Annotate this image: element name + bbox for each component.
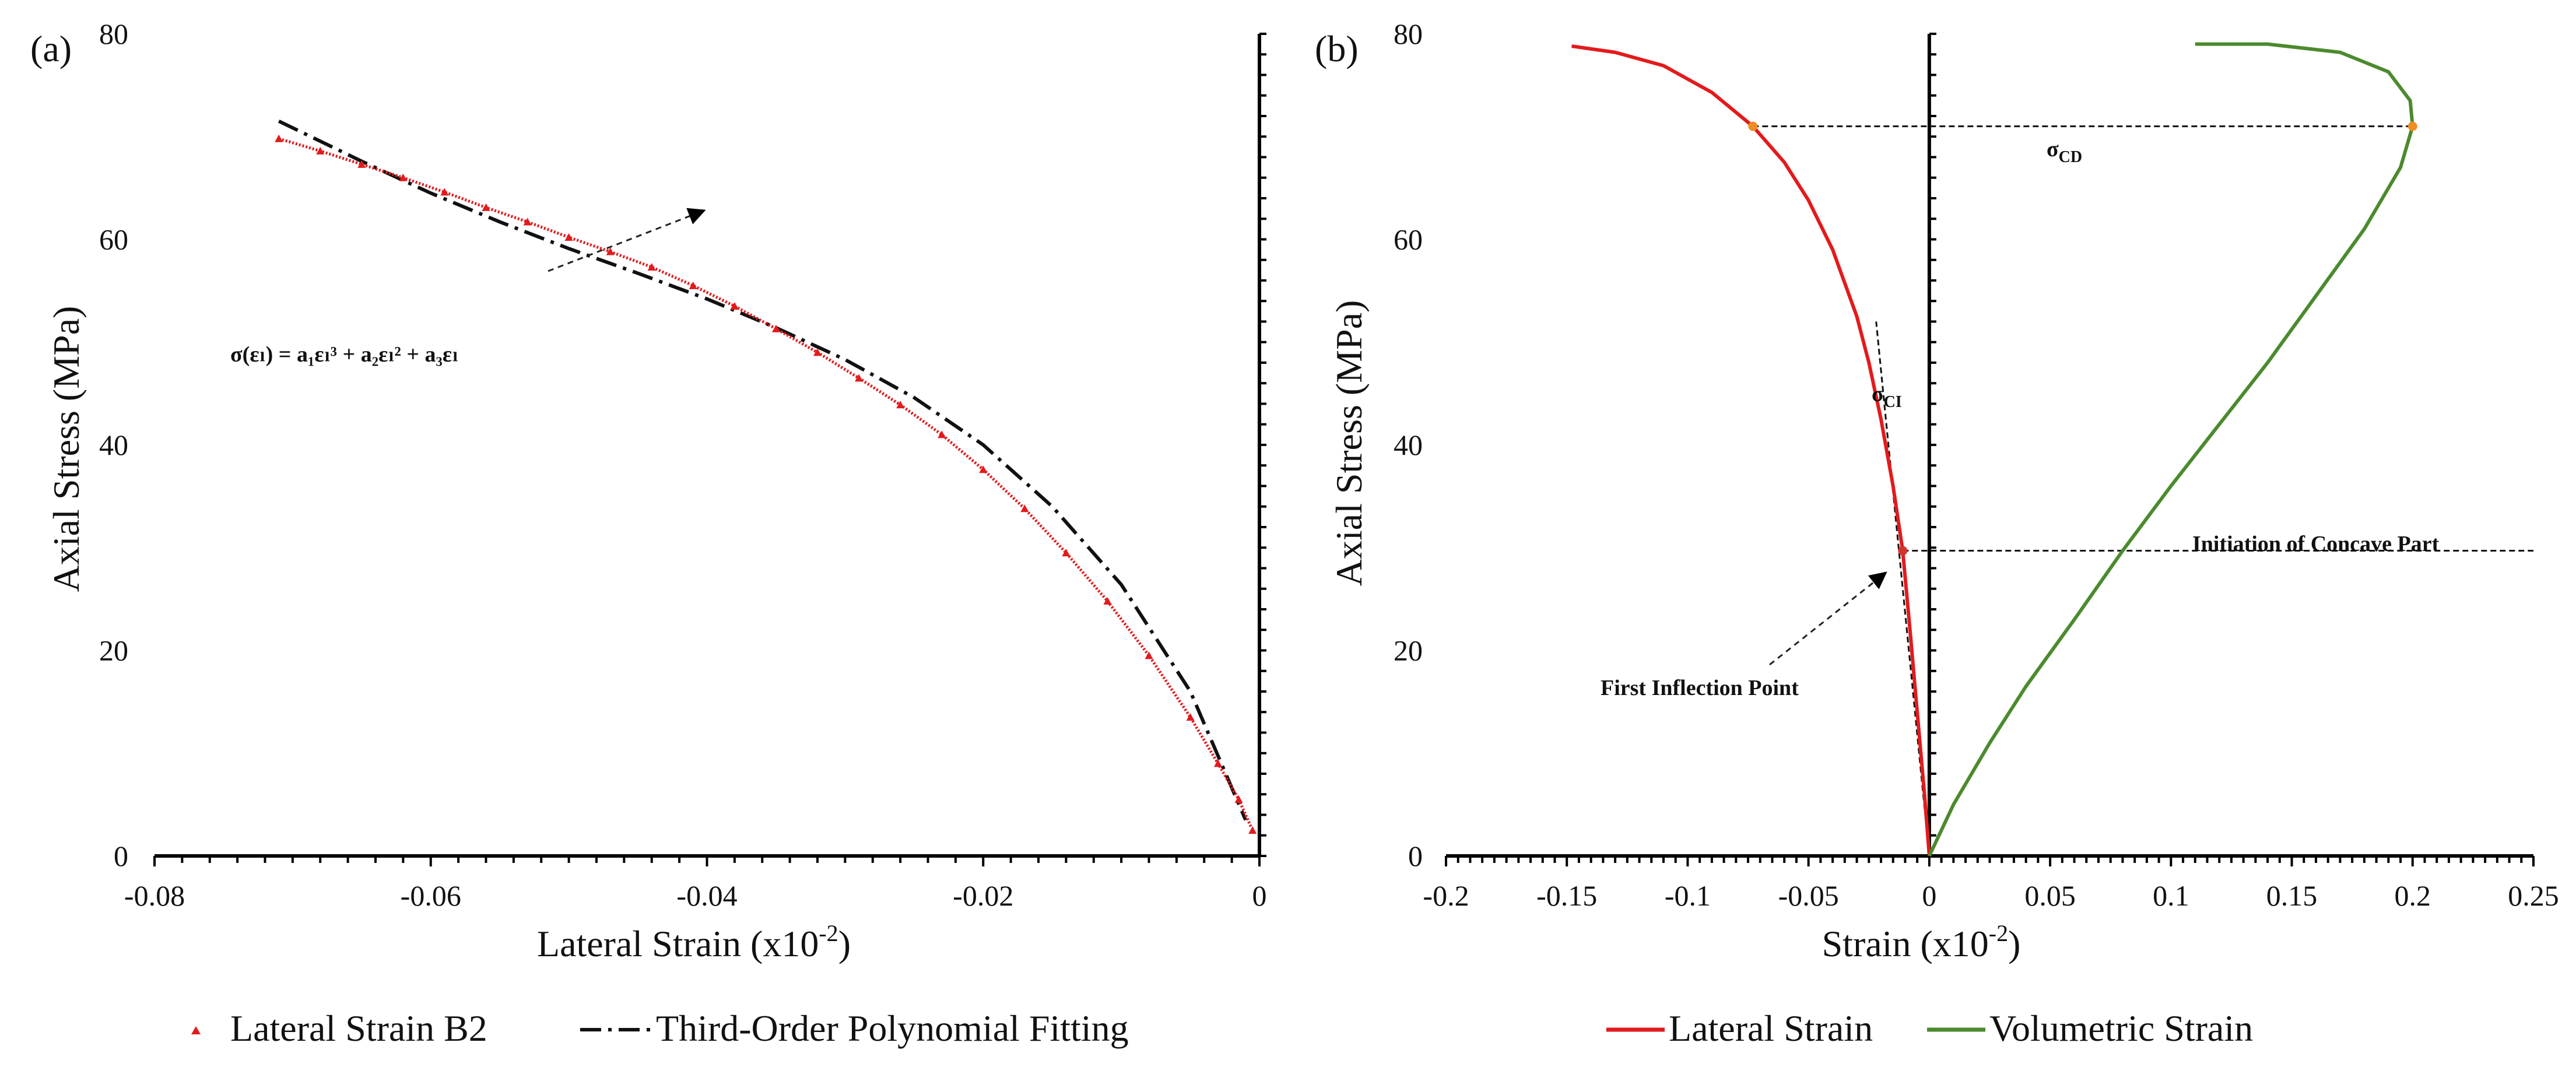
lateral-strain-b2-point [440, 188, 449, 196]
lateral-strain-b2-point [1020, 504, 1029, 513]
lateral-strain-b2-point [1062, 549, 1071, 557]
y-tick-label: 40 [99, 429, 128, 461]
y-tick-label: 40 [1394, 429, 1423, 461]
panel-a-ticks: -0.08 -0.06 -0.04 -0.02 0 0 20 40 60 80 [99, 17, 1267, 912]
lateral-strain-b2-point [316, 146, 325, 155]
panel-a-label: (a) [30, 28, 72, 69]
x-tick-label: -0.08 [124, 879, 185, 912]
x-tick-label: 0.2 [2395, 879, 2431, 912]
lateral-strain-b2-point [1145, 651, 1153, 659]
lateral-strain-b2-point [1248, 826, 1257, 834]
panel-b-key-points [1748, 121, 2417, 556]
lateral-strain-b2-point [855, 374, 864, 382]
panel-a-legend: Lateral Strain B2 Third-Order Polynomial… [191, 1008, 1129, 1049]
inflection-label: First Inflection Point [1601, 676, 1799, 700]
lateral-strain-b2-point [482, 203, 490, 211]
panel-a-x-axis-title: Lateral Strain (x10-2) [537, 920, 851, 964]
panel-b-y-axis-title: Axial Stress (MPa) [1328, 300, 1370, 587]
panel-b-legend: Lateral Strain Volumetric Strain [1606, 1008, 2253, 1049]
sigma-cd-label: σCD [2047, 137, 2082, 166]
key-point-marker [1748, 121, 1758, 131]
lateral-strain-b2-point [647, 263, 656, 271]
panel-a-series [275, 120, 1257, 834]
y-tick-label: 80 [99, 17, 128, 50]
panel-b-ticks: -0.2 -0.15 -0.1 -0.05 0 0.05 0.1 0.15 0.2 0.25 0 20… [1394, 17, 2559, 912]
equation-arrow [548, 208, 706, 272]
y-tick-label: 60 [1394, 223, 1423, 256]
lateral-strain-b2-point [399, 173, 408, 181]
concave-part-label: Initiation of Concave Part [2192, 532, 2440, 556]
y-tick-label: 0 [114, 840, 128, 872]
lateral-strain-b2-trace [278, 137, 1253, 828]
polynomial-fit-line [278, 120, 1248, 821]
x-tick-label: -0.1 [1665, 879, 1711, 912]
x-tick-label: -0.2 [1423, 879, 1469, 912]
legend-label-lateral-strain: Lateral Strain [1669, 1008, 1873, 1049]
lateral-strain-b2-point [275, 134, 283, 142]
x-tick-label: 0.1 [2153, 879, 2189, 912]
x-tick-label: -0.15 [1536, 879, 1597, 912]
panel-b-x-axis-title: Strain (x10-2) [1822, 920, 2021, 964]
x-tick-label: 0.05 [2024, 879, 2076, 912]
legend-label-volumetric-strain: Volumetric Strain [1989, 1008, 2253, 1049]
legend-label-polynomial-fit: Third-Order Polynomial Fitting [656, 1008, 1129, 1049]
x-tick-label: -0.04 [676, 879, 737, 912]
lateral-strain-b2-point [979, 465, 988, 473]
x-tick-label: -0.06 [401, 879, 461, 912]
y-tick-label: 0 [1408, 840, 1423, 872]
panel-b-label: (b) [1315, 28, 1359, 69]
x-tick-label: -0.05 [1778, 879, 1839, 912]
x-tick-label: 0 [1252, 879, 1267, 912]
lateral-strain-line [1571, 44, 1931, 857]
lateral-strain-b2-point [606, 247, 615, 255]
x-tick-label: 0.15 [2266, 879, 2318, 912]
panel-b-chart: (b) -0.2 -0.15 -0.1 -0.05 0 0.05 0.1 0.15 0.2 0.2… [1315, 17, 2559, 964]
panel-b-axes [1446, 34, 2533, 858]
key-point-marker [1898, 546, 1908, 556]
lateral-strain-b2-point [523, 217, 532, 226]
lateral-strain-b2-point [1186, 713, 1195, 721]
lateral-strain-b2-point [771, 324, 780, 332]
lateral-strain-b2-point [896, 401, 905, 409]
legend-marker-lateral-b2 [191, 1026, 201, 1034]
x-tick-label: 0.25 [2508, 879, 2559, 912]
x-tick-label: 0 [1922, 879, 1936, 912]
legend-label-lateral-b2: Lateral Strain B2 [230, 1008, 487, 1049]
lateral-strain-b2-point [689, 281, 697, 289]
inflection-arrow [1769, 571, 1887, 666]
panel-a-y-axis-title: Axial Stress (MPa) [45, 306, 87, 592]
panel-b-series [1571, 42, 2414, 857]
y-tick-label: 60 [99, 223, 128, 256]
lateral-strain-b2-point [1234, 795, 1243, 803]
lateral-strain-b2-point [1213, 759, 1222, 767]
lateral-strain-b2-point [938, 430, 946, 438]
sigma-ci-label: σCI [1872, 382, 1902, 411]
panel-b-reference-lines [1753, 125, 2533, 857]
key-point-marker [2407, 121, 2417, 131]
y-tick-label: 80 [1394, 17, 1423, 50]
x-tick-label: -0.02 [953, 879, 1013, 912]
lateral-strain-b2-point [357, 160, 366, 168]
lateral-strain-b2-point [564, 233, 573, 241]
volumetric-strain-line [1928, 42, 2414, 857]
equation-annotation: σ(εₗ) = a₁εₗ³ + a₂εₗ² + a₃εₗ [230, 342, 458, 367]
y-tick-label: 20 [99, 634, 128, 667]
panel-a-axes [155, 34, 1261, 858]
lateral-strain-b2-point [730, 302, 739, 310]
lateral-strain-b2-point [813, 348, 822, 356]
panel-a-chart: (a) -0.08 -0.06 -0.04 -0.02 0 0 20 40 60 80 Later… [30, 17, 1267, 964]
y-tick-label: 20 [1394, 634, 1423, 667]
lateral-strain-b2-point [1103, 596, 1112, 605]
